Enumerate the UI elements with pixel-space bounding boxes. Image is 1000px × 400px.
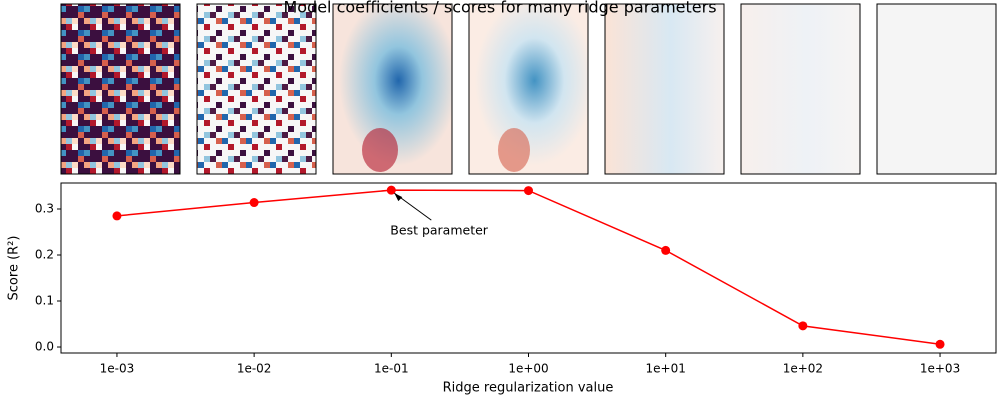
series-line [116, 189, 941, 346]
y-tick-label: 0.0 [35, 340, 54, 354]
y-tick-label: 0.1 [35, 294, 54, 308]
plot-frame [60, 182, 997, 354]
coefficient-images [60, 3, 997, 175]
point [386, 185, 396, 195]
x-tick-label: 1e+02 [783, 362, 823, 376]
coef-image [196, 3, 317, 175]
y-axis-label: Score (R²) [7, 236, 22, 301]
x-axis-label: Ridge regularization value [443, 381, 614, 396]
x-tick-label: 1e-02 [237, 362, 272, 376]
x-tick-label: 1e+03 [920, 362, 960, 376]
coef-image [60, 3, 181, 175]
x-tick-label: 1e-03 [100, 362, 135, 376]
chart-title: Model coefficients / scores for many rid… [283, 0, 716, 17]
y-tick-label: 0.3 [35, 201, 54, 215]
point [661, 245, 671, 255]
x-tick-label: 1e+00 [508, 362, 548, 376]
annotation-arrowhead [394, 193, 403, 202]
coef-image [604, 3, 725, 175]
x-tick-label: 1e+01 [646, 362, 686, 376]
coef-image [876, 3, 997, 175]
coef-image [740, 3, 861, 175]
point [249, 198, 259, 208]
point [112, 211, 122, 221]
coef-blob [498, 128, 530, 172]
annotation: Best parameter [390, 223, 489, 238]
point [523, 186, 533, 196]
coef-blob [362, 128, 398, 172]
x-tick-label: 1e-01 [374, 362, 409, 376]
point [935, 339, 945, 349]
point [798, 321, 808, 331]
y-tick-label: 0.2 [35, 248, 54, 262]
